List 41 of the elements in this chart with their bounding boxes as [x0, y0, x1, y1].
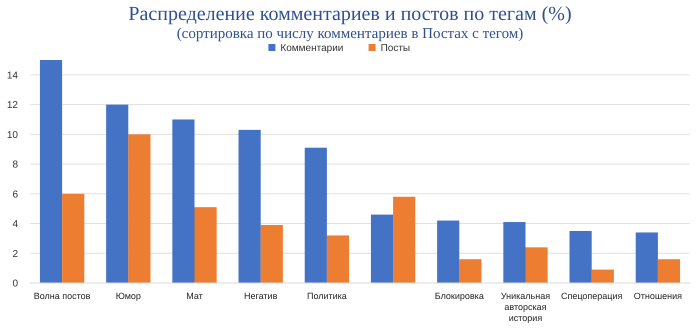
y-tick-label: 6	[12, 189, 18, 200]
y-tick-label: 10	[6, 130, 18, 141]
bar	[172, 119, 195, 283]
y-tick-label: 12	[6, 100, 18, 112]
bar	[238, 130, 261, 283]
bar	[326, 235, 350, 283]
legend-label: Посты	[380, 43, 410, 54]
x-tick-label: Политика	[306, 291, 347, 301]
bar	[40, 60, 62, 283]
bar	[592, 270, 614, 283]
bar	[658, 259, 680, 283]
bar	[570, 230, 592, 283]
bar	[636, 232, 658, 283]
y-tick-label: 4	[12, 219, 18, 230]
bar	[304, 148, 327, 283]
bar	[62, 194, 84, 283]
legend-label: Комментарии	[280, 43, 344, 54]
x-tick-label: Отношения	[634, 291, 682, 301]
bar	[260, 225, 283, 283]
bar	[503, 222, 526, 283]
x-tick-label: Спецоперация	[561, 291, 623, 301]
bar	[370, 214, 394, 283]
bar	[393, 196, 416, 283]
x-tick-label: Уникальная авторская история	[500, 291, 550, 323]
y-tick-label: 0	[12, 278, 18, 290]
y-tick-label: 2	[12, 248, 18, 260]
bar	[194, 207, 217, 283]
bar	[128, 134, 150, 283]
y-tick-label: 8	[12, 160, 18, 171]
y-tick-label: 14	[6, 70, 18, 82]
bar	[525, 247, 548, 283]
x-tick-label: Негатив	[244, 291, 278, 301]
x-tick-label: Юмор	[116, 291, 141, 301]
chart-title: Распределение комментариев и постов по тегам (%)	[128, 3, 572, 25]
x-tick-label: Блокировка	[434, 291, 484, 301]
x-tick-label: Мат	[186, 291, 203, 301]
chart-subtitle: (сортировка по числу комментариев в Постах с тегом)	[176, 26, 524, 42]
bar	[437, 220, 460, 283]
bar	[459, 259, 482, 283]
bar	[106, 104, 128, 283]
x-tick-label: Волна постов	[34, 291, 91, 301]
